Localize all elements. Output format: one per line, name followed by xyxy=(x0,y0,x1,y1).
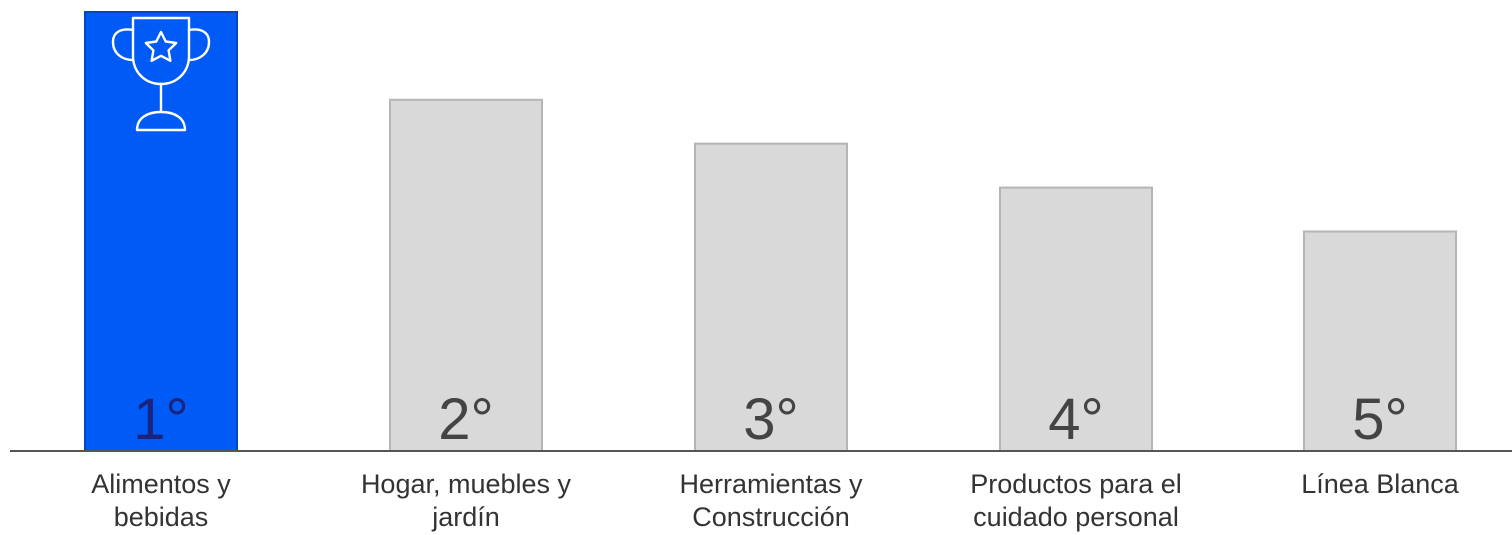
rank-label-2: 2° xyxy=(438,387,493,452)
bar-4 xyxy=(999,186,1153,452)
rank-label-5: 5° xyxy=(1352,387,1407,452)
category-label-1: Alimentos y bebidas xyxy=(91,469,231,532)
category-label-2: Hogar, muebles y jardín xyxy=(360,469,572,532)
category-label-5: Línea Blanca xyxy=(1301,469,1459,499)
category-label-4: Productos para el cuidado personal xyxy=(970,469,1182,532)
rank-label-4: 4° xyxy=(1048,387,1103,452)
bar-3 xyxy=(694,142,848,452)
bar-5 xyxy=(1303,230,1457,452)
rank-label-1: 1° xyxy=(133,387,188,452)
bar-1 xyxy=(84,11,238,452)
trophy-star-icon xyxy=(111,16,211,132)
rank-label-3: 3° xyxy=(743,387,798,452)
bars-group xyxy=(84,11,1457,453)
category-label-3: Herramientas y Construcción xyxy=(679,469,863,532)
rank-labels-group: 1° 2° 3° 4° 5° xyxy=(133,387,1407,452)
bar-2 xyxy=(389,98,543,453)
